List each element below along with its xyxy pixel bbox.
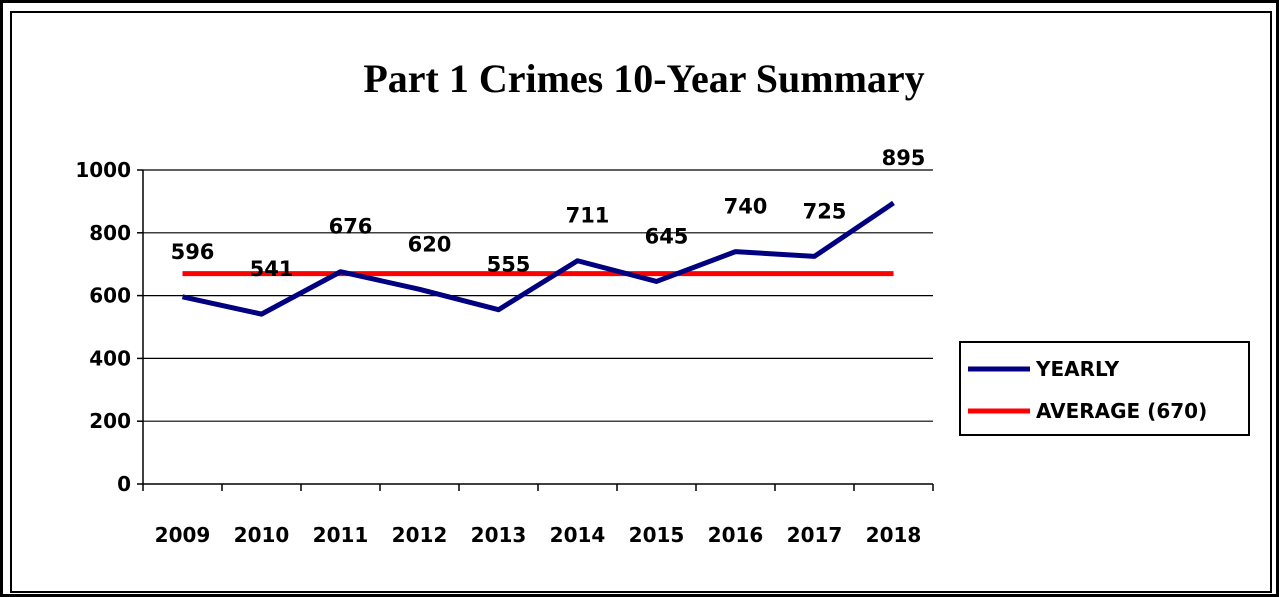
x-tick-label: 2017 (787, 523, 843, 547)
data-label: 740 (724, 195, 768, 219)
y-tick-label: 400 (89, 346, 131, 370)
data-labels: 596 541 676 620 555 711 645 740 725 895 (171, 146, 926, 281)
chart-title: Part 1 Crimes 10-Year Summary (363, 56, 924, 101)
data-label: 676 (329, 215, 373, 239)
legend-average-label: AVERAGE (670) (1036, 399, 1207, 423)
data-label: 711 (566, 204, 610, 228)
data-label: 895 (882, 146, 926, 170)
series-yearly-line (181, 200, 895, 317)
axes: 0 200 400 600 800 1000 2009 2010 2011 2012 2013 201… (75, 158, 934, 547)
data-label: 645 (645, 224, 689, 248)
data-label: 620 (408, 232, 452, 256)
legend-box (959, 341, 1250, 436)
x-tick-label: 2014 (550, 523, 606, 547)
y-tick-label: 200 (89, 409, 131, 433)
data-label: 541 (250, 257, 294, 281)
data-label: 596 (171, 240, 215, 264)
x-tick-label: 2018 (866, 523, 922, 547)
legend: YEARLY AVERAGE (670) (959, 341, 1250, 436)
series-layer (181, 200, 895, 317)
grid-lines (143, 169, 933, 422)
x-tick-label: 2011 (313, 523, 369, 547)
y-tick-label: 1000 (75, 158, 131, 182)
x-tick-label: 2010 (234, 523, 290, 547)
y-tick-label: 800 (89, 221, 131, 245)
data-label: 725 (803, 199, 847, 223)
legend-yearly-label: YEARLY (1035, 357, 1120, 381)
x-tick-label: 2012 (392, 523, 448, 547)
data-label: 555 (487, 253, 531, 277)
y-tick-label: 600 (89, 284, 131, 308)
chart-inner-frame (10, 11, 1272, 593)
y-tick-label: 0 (117, 472, 131, 496)
x-tick-label: 2016 (708, 523, 764, 547)
x-tick-label: 2009 (155, 523, 211, 547)
x-tick-label: 2013 (471, 523, 527, 547)
x-tick-label: 2015 (629, 523, 685, 547)
